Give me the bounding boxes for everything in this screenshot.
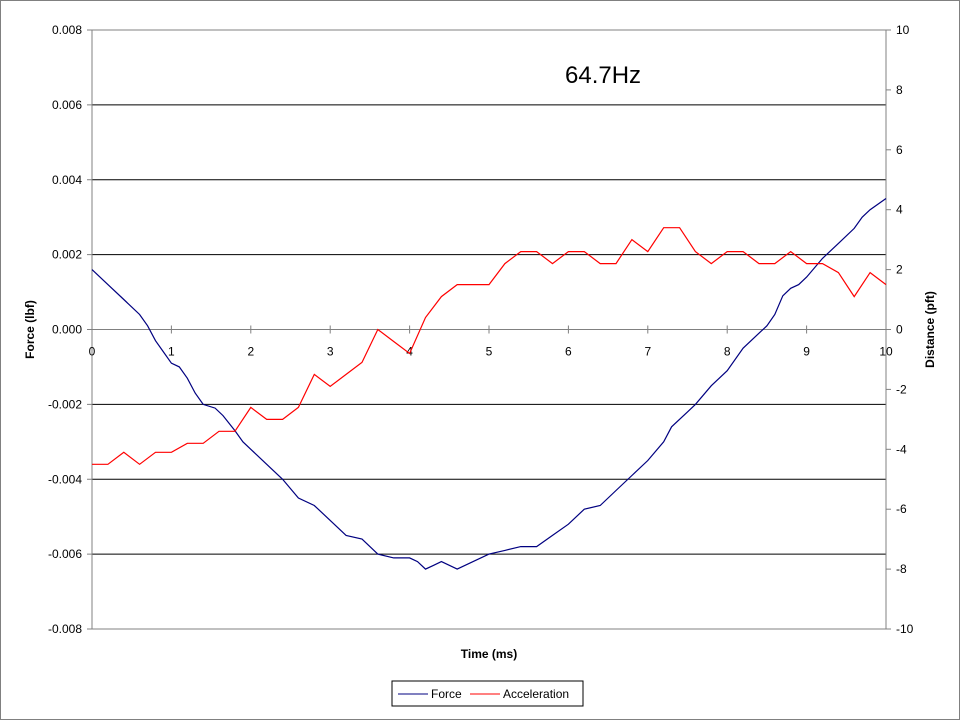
x-tick-label: 0: [89, 345, 96, 359]
y-right-tick-label: -2: [896, 382, 907, 396]
legend: Force Acceleration: [391, 680, 584, 707]
x-tick-label: 9: [803, 345, 810, 359]
x-tick-label: 7: [644, 345, 651, 359]
series-line-force: [91, 198, 887, 570]
axes: 0 1 2 3 4 5 6 7 8 9 10 0.008 0.006 0.004 0.002 0.000 -0.…: [48, 23, 914, 636]
x-tick-label: 3: [327, 345, 334, 359]
y-left-tick-label: -0.008: [48, 622, 82, 636]
x-tick-label: 6: [565, 345, 572, 359]
y-axis-left-title: Force (lbf): [23, 300, 37, 359]
y-axis-right-title: Distance (pft): [923, 291, 937, 368]
y-right-tick-label: 4: [896, 203, 903, 217]
x-tick-label: 8: [724, 345, 731, 359]
y-right-tick-label: -4: [896, 442, 907, 456]
x-axis-title: Time (ms): [461, 647, 517, 661]
y-right-tick-label: -8: [896, 562, 907, 576]
x-tick-label: 4: [406, 345, 413, 359]
y-left-tick-label: -0.004: [48, 472, 82, 486]
y-left-tick-label: 0.004: [52, 173, 82, 187]
series-line-acceleration: [92, 227, 887, 466]
y-left-tick-label: 0.006: [52, 98, 82, 112]
legend-label-force: Force: [431, 687, 462, 701]
y-right-tick-label: 2: [896, 263, 903, 277]
y-left-tick-label: 0.008: [52, 23, 82, 37]
frequency-annotation: 64.7Hz: [565, 62, 641, 89]
x-tick-label: 2: [247, 345, 254, 359]
y-left-tick-label: -0.002: [48, 397, 82, 411]
y-left-tick-label: 0.002: [52, 248, 82, 262]
y-right-tick-label: 0: [896, 323, 903, 337]
y-right-tick-label: -6: [896, 502, 907, 516]
y-right-tick-label: -10: [896, 622, 914, 636]
y-right-tick-label: 10: [896, 23, 910, 37]
series-lines: [91, 198, 887, 570]
x-tick-label: 1: [168, 345, 175, 359]
y-right-tick-label: 6: [896, 143, 903, 157]
y-left-tick-label: -0.006: [48, 547, 82, 561]
x-tick-label: 5: [486, 345, 493, 359]
legend-label-acceleration: Acceleration: [503, 687, 569, 701]
y-right-tick-label: 8: [896, 83, 903, 97]
x-tick-label: 10: [879, 345, 893, 359]
y-left-tick-label: 0.000: [52, 323, 82, 337]
